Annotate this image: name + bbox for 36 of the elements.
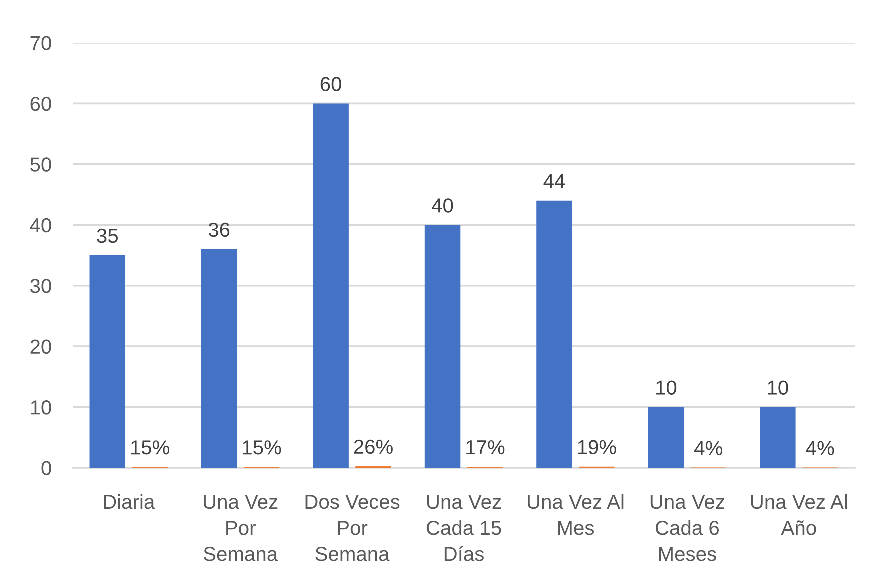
data-label: 10 <box>656 380 677 395</box>
data-label: 4% <box>806 441 834 456</box>
data-label: 17% <box>466 440 505 455</box>
y-tick-label: 40 <box>30 218 52 233</box>
y-tick-label: 70 <box>30 36 52 50</box>
x-tick-label: Una Vez Al Año <box>751 494 848 536</box>
y-tick-label: 0 <box>42 461 52 476</box>
bar <box>424 225 461 468</box>
data-label: 60 <box>320 77 342 92</box>
y-tick-label: 10 <box>31 400 52 415</box>
data-label: 10 <box>768 380 788 395</box>
bar <box>760 407 796 468</box>
x-tick-label: Una Vez Cada 15 Días <box>426 495 502 562</box>
x-tick-label: Una Vez Cada 6 Meses <box>650 495 724 562</box>
y-tick-label: 30 <box>30 279 52 294</box>
data-label: 44 <box>544 174 566 188</box>
x-tick-label: Una Vez Por Semana <box>204 495 278 562</box>
x-tick-label: Una Vez Al Mes <box>528 494 624 536</box>
data-label: 15% <box>131 440 170 455</box>
y-tick-label: 50 <box>30 158 52 172</box>
data-label: 40 <box>432 198 454 213</box>
data-label: 26% <box>354 440 393 454</box>
bar <box>648 407 684 468</box>
data-label: 35 <box>97 228 118 244</box>
x-tick-label: Dos Veces Por Semana <box>306 495 400 562</box>
data-label: 36 <box>208 222 230 238</box>
y-tick-label: 20 <box>30 340 52 354</box>
data-label: 15% <box>243 440 282 455</box>
y-tick-label: 60 <box>30 96 52 112</box>
bar <box>201 249 238 468</box>
x-tick-label: Diaria <box>104 494 156 510</box>
data-label: 19% <box>578 440 616 455</box>
data-label: 4% <box>694 441 722 456</box>
bar <box>90 256 126 468</box>
bar <box>313 104 349 468</box>
bar <box>536 200 572 468</box>
